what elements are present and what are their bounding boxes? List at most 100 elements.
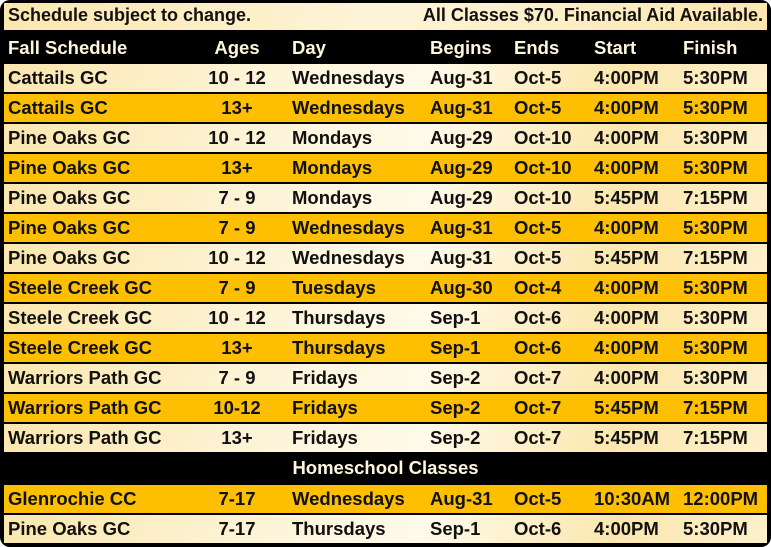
cell-name: Steele Creek GC: [8, 307, 152, 328]
table-row: Pine Oaks GC 7 - 9 Wednesdays Aug-31 Oct-5 4:…: [4, 214, 767, 242]
cell-day: Mondays: [292, 187, 373, 208]
cell-name: Pine Oaks GC: [8, 127, 131, 148]
cell-begins: Sep-1: [430, 518, 481, 539]
table-row: Cattails GC 13+ Wednesdays Aug-31 Oct-5 4:00P…: [4, 94, 767, 122]
cell-day: Fridays: [292, 427, 358, 448]
cell-ages: 7-17: [218, 518, 256, 539]
cell-finish: 5:30PM: [683, 127, 748, 148]
cell-day: Thursdays: [292, 337, 386, 358]
cell-ends: Oct-5: [514, 97, 562, 118]
homeschool-title: Homeschool Classes: [292, 457, 479, 478]
cell-begins: Aug-31: [430, 217, 493, 238]
cell-day: Thursdays: [292, 518, 386, 539]
cell-finish: 7:15PM: [683, 397, 748, 418]
cell-name: Steele Creek GC: [8, 337, 152, 358]
cell-start: 4:00PM: [594, 307, 659, 328]
homeschool-rows: Glenrochie CC 7-17 Wednesdays Aug-31 Oct-5 10…: [4, 485, 767, 543]
cell-ends: Oct-5: [514, 488, 562, 509]
cell-start: 10:30AM: [594, 488, 671, 509]
cell-start: 4:00PM: [594, 157, 659, 178]
cell-ends: Oct-5: [514, 217, 562, 238]
table-header: Fall Schedule Ages Day Begins Ends Start…: [4, 34, 767, 62]
cell-ages: 7-17: [218, 488, 256, 509]
table-row: Pine Oaks GC 7 - 9 Mondays Aug-29 Oct-10 5:45…: [4, 184, 767, 212]
cell-ends: Oct-5: [514, 67, 562, 88]
cell-begins: Sep-2: [430, 397, 481, 418]
table-row: Pine Oaks GC 10 - 12 Mondays Aug-29 Oct-10 4:…: [4, 124, 767, 152]
cell-ends: Oct-6: [514, 337, 562, 358]
cell-name: Glenrochie CC: [8, 488, 137, 509]
cell-start: 5:45PM: [594, 397, 659, 418]
cell-start: 4:00PM: [594, 277, 659, 298]
cell-name: Pine Oaks GC: [8, 247, 131, 268]
cell-ages: 7 - 9: [218, 277, 256, 298]
cell-ages: 13+: [221, 157, 253, 178]
cell-name: Pine Oaks GC: [8, 157, 131, 178]
table-row: Pine Oaks GC 10 - 12 Wednesdays Aug-31 Oct-5…: [4, 244, 767, 272]
cell-ends: Oct-6: [514, 518, 562, 539]
cell-name: Pine Oaks GC: [8, 518, 131, 539]
cell-finish: 5:30PM: [683, 337, 748, 358]
cell-ends: Oct-5: [514, 247, 562, 268]
cell-finish: 5:30PM: [683, 67, 748, 88]
table-row: Warriors Path GC 7 - 9 Fridays Sep-2 Oct-7 4:…: [4, 364, 767, 392]
header-ages: Ages: [214, 37, 260, 58]
cell-ends: Oct-7: [514, 427, 562, 448]
cell-begins: Aug-31: [430, 247, 493, 268]
cell-day: Wednesdays: [292, 247, 405, 268]
cell-finish: 5:30PM: [683, 277, 748, 298]
cell-start: 5:45PM: [594, 427, 659, 448]
cell-day: Thursdays: [292, 307, 386, 328]
cell-begins: Sep-2: [430, 367, 481, 388]
cell-begins: Aug-29: [430, 127, 493, 148]
cell-finish: 5:30PM: [683, 157, 748, 178]
cell-begins: Sep-1: [430, 307, 481, 328]
cell-ends: Oct-10: [514, 187, 572, 208]
cell-begins: Aug-29: [430, 157, 493, 178]
cell-day: Wednesdays: [292, 67, 405, 88]
fall-rows: Cattails GC 10 - 12 Wednesdays Aug-31 Oct-5 4…: [4, 64, 767, 452]
notice-right: All Classes $70. Financial Aid Available…: [422, 5, 763, 25]
cell-ages: 10 - 12: [208, 127, 266, 148]
cell-start: 4:00PM: [594, 97, 659, 118]
cell-begins: Aug-29: [430, 187, 493, 208]
cell-ages: 13+: [221, 337, 253, 358]
cell-begins: Sep-1: [430, 337, 481, 358]
cell-ages: 7 - 9: [218, 187, 256, 208]
cell-start: 4:00PM: [594, 337, 659, 358]
header-day: Day: [292, 37, 326, 58]
homeschool-header: Homeschool Classes: [4, 454, 767, 483]
header-begins: Begins: [430, 37, 492, 58]
cell-ends: Oct-10: [514, 157, 572, 178]
header-name: Fall Schedule: [8, 37, 128, 58]
cell-finish: 5:30PM: [683, 217, 748, 238]
cell-start: 4:00PM: [594, 518, 659, 539]
cell-start: 4:00PM: [594, 127, 659, 148]
cell-name: Warriors Path GC: [8, 397, 162, 418]
cell-name: Cattails GC: [8, 97, 108, 118]
cell-day: Wednesdays: [292, 488, 405, 509]
cell-ends: Oct-7: [514, 367, 562, 388]
cell-ends: Oct-6: [514, 307, 562, 328]
cell-ages: 7 - 9: [218, 367, 256, 388]
cell-begins: Aug-31: [430, 67, 493, 88]
cell-finish: 5:30PM: [683, 97, 748, 118]
cell-ends: Oct-10: [514, 127, 572, 148]
cell-day: Wednesdays: [292, 97, 405, 118]
cell-finish: 12:00PM: [683, 488, 759, 509]
cell-finish: 7:15PM: [683, 247, 748, 268]
table-row: Steele Creek GC 13+ Thursdays Sep-1 Oct-6 4:0…: [4, 334, 767, 362]
cell-ages: 13+: [221, 97, 253, 118]
table-row: Steele Creek GC 10 - 12 Thursdays Sep-1 Oct-…: [4, 304, 767, 332]
cell-name: Warriors Path GC: [8, 367, 162, 388]
cell-ends: Oct-4: [514, 277, 562, 298]
cell-begins: Aug-31: [430, 97, 493, 118]
cell-start: 4:00PM: [594, 367, 659, 388]
cell-start: 4:00PM: [594, 217, 659, 238]
cell-start: 5:45PM: [594, 187, 659, 208]
cell-finish: 7:15PM: [683, 427, 748, 448]
table-row: Glenrochie CC 7-17 Wednesdays Aug-31 Oct-5 10…: [4, 485, 767, 513]
header-finish: Finish: [683, 37, 738, 58]
header-start: Start: [594, 37, 637, 58]
